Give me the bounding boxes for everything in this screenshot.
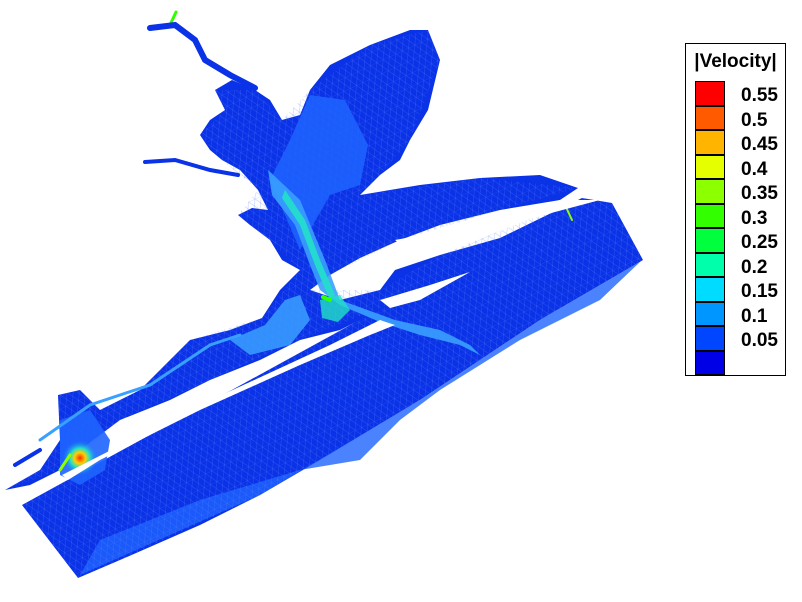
legend-label: 0.35 <box>741 183 778 204</box>
legend-swatch <box>695 252 725 277</box>
legend-swatch <box>695 154 725 179</box>
channel-lines <box>13 10 573 472</box>
legend-label: 0.4 <box>741 158 768 180</box>
channel-velocity <box>60 95 480 485</box>
legend-swatch <box>695 81 725 106</box>
legend-swatch <box>695 326 725 351</box>
legend-swatch <box>695 301 725 326</box>
legend-swatch <box>695 179 725 204</box>
legend-label: 0.3 <box>741 207 768 229</box>
bay-region <box>5 30 582 490</box>
legend-label: 0.15 <box>741 281 778 302</box>
legend-swatch <box>695 350 725 375</box>
barrier-islands <box>62 200 600 480</box>
legend-swatch <box>695 228 725 253</box>
legend: |Velocity| 0.55 0.5 0.45 0.4 0.35 0.3 0.25 0.2 0… <box>685 43 786 376</box>
legend-label: 0.25 <box>741 232 778 253</box>
legend-swatch <box>695 105 725 130</box>
legend-label: 0.05 <box>741 330 778 351</box>
legend-label: 0.2 <box>741 256 768 278</box>
legend-swatch <box>695 130 725 155</box>
legend-label: 0.5 <box>741 109 768 131</box>
legend-label: 0.55 <box>741 85 778 106</box>
legend-title: |Velocity| <box>694 51 777 72</box>
legend-label: 0.1 <box>741 305 768 327</box>
legend-swatch <box>695 277 725 302</box>
legend-label: 0.45 <box>741 134 778 155</box>
gulf-region <box>22 198 643 578</box>
legend-swatch <box>695 203 725 228</box>
